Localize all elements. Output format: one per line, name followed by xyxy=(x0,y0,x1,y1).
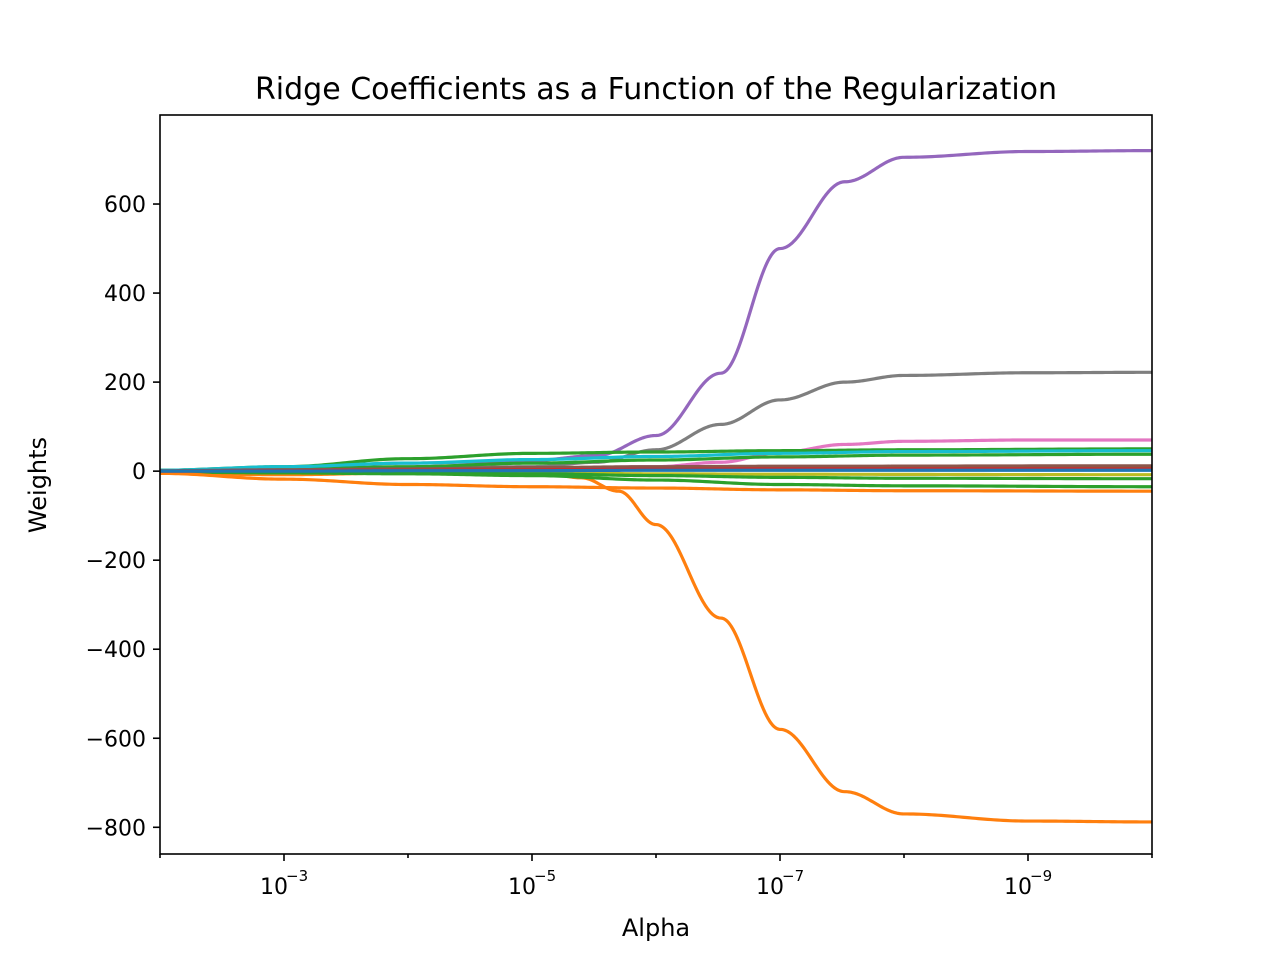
y-tick-label: −400 xyxy=(86,638,146,663)
x-tick-label: 10 xyxy=(1004,875,1032,900)
series-line-13 xyxy=(159,471,1152,493)
y-tick-label: −800 xyxy=(86,816,146,841)
series-line-2 xyxy=(160,468,1152,824)
x-tick-label: 10 xyxy=(260,875,288,900)
x-tick-exponent: −9 xyxy=(1030,867,1052,885)
series-group xyxy=(159,149,1153,824)
y-axis: 600 400 200 0 −200 −400 −600 −800 xyxy=(86,193,160,841)
series-line-12 xyxy=(159,470,1153,489)
y-tick-label: 0 xyxy=(132,460,146,485)
x-axis-label: Alpha xyxy=(622,914,690,942)
y-tick-label: 400 xyxy=(104,282,146,307)
x-tick-label: 10 xyxy=(756,875,784,900)
plot-area xyxy=(159,114,1153,855)
y-tick-label: −600 xyxy=(86,727,146,752)
y-tick-label: 200 xyxy=(104,371,146,396)
series-line-15 xyxy=(160,468,1152,473)
series-line-7 xyxy=(160,449,1152,472)
x-tick-exponent: −3 xyxy=(286,867,308,885)
chart-title: Ridge Coefficients as a Function of the … xyxy=(255,72,1057,107)
x-tick-label: 10 xyxy=(508,875,536,900)
series-line-1 xyxy=(160,149,1153,472)
y-axis-label: Weights xyxy=(24,437,52,533)
x-axis: 10−3 10−5 10−7 10−9 xyxy=(159,854,1153,900)
y-tick-label: −200 xyxy=(86,549,146,574)
y-tick-label: 600 xyxy=(104,193,146,218)
plot-frame xyxy=(159,114,1153,855)
x-tick-exponent: −7 xyxy=(782,867,804,885)
x-tick-exponent: −5 xyxy=(534,867,556,885)
